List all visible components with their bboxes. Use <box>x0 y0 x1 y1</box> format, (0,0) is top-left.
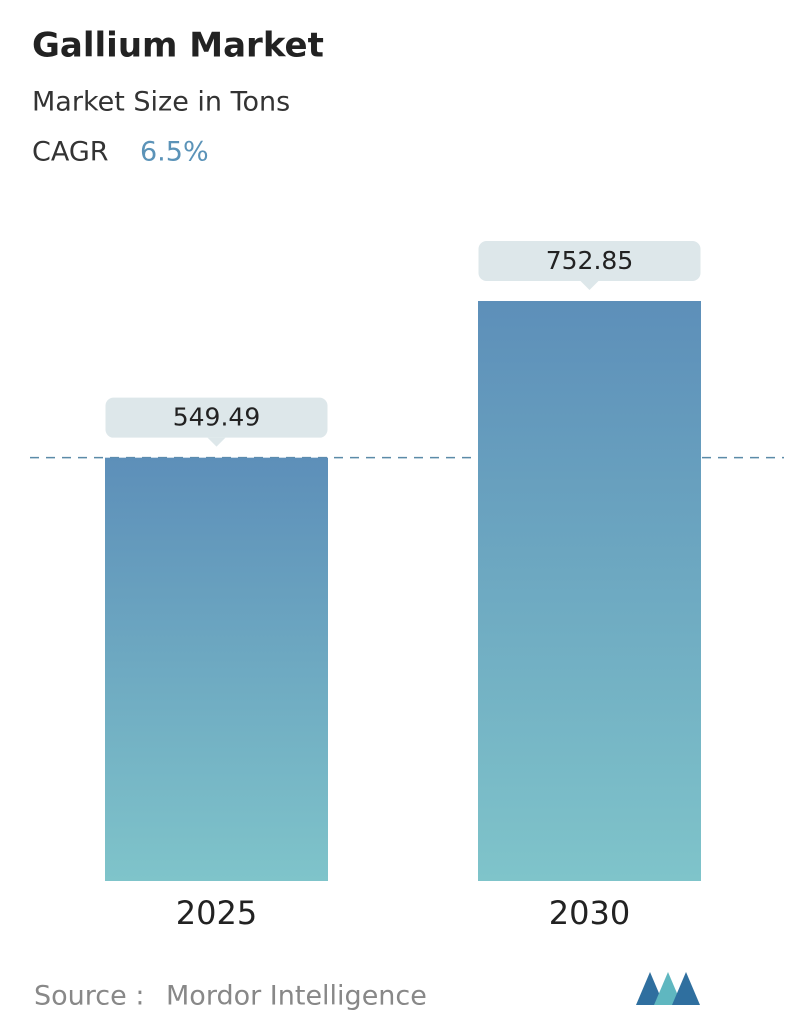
value-label: 549.49 <box>173 403 260 432</box>
x-tick-label: 2030 <box>549 894 630 932</box>
cagr-value: 6.5% <box>140 137 209 168</box>
x-tick-label: 2025 <box>176 894 257 932</box>
bar <box>105 457 328 881</box>
value-label: 752.85 <box>546 246 633 275</box>
value-label-pointer <box>207 437 226 447</box>
value-label-box <box>105 397 328 438</box>
chart-title: Gallium Market <box>32 26 324 66</box>
source-label: Source : <box>34 981 144 1012</box>
source: Mordor Intelligence <box>166 981 427 1012</box>
logo <box>636 972 700 1005</box>
value-label-box <box>478 241 701 281</box>
bar <box>478 301 701 881</box>
chart-subtitle: Market Size in Tons <box>32 87 290 118</box>
value-label-pointer <box>580 281 599 290</box>
cagr-label: CAGR <box>32 137 109 168</box>
